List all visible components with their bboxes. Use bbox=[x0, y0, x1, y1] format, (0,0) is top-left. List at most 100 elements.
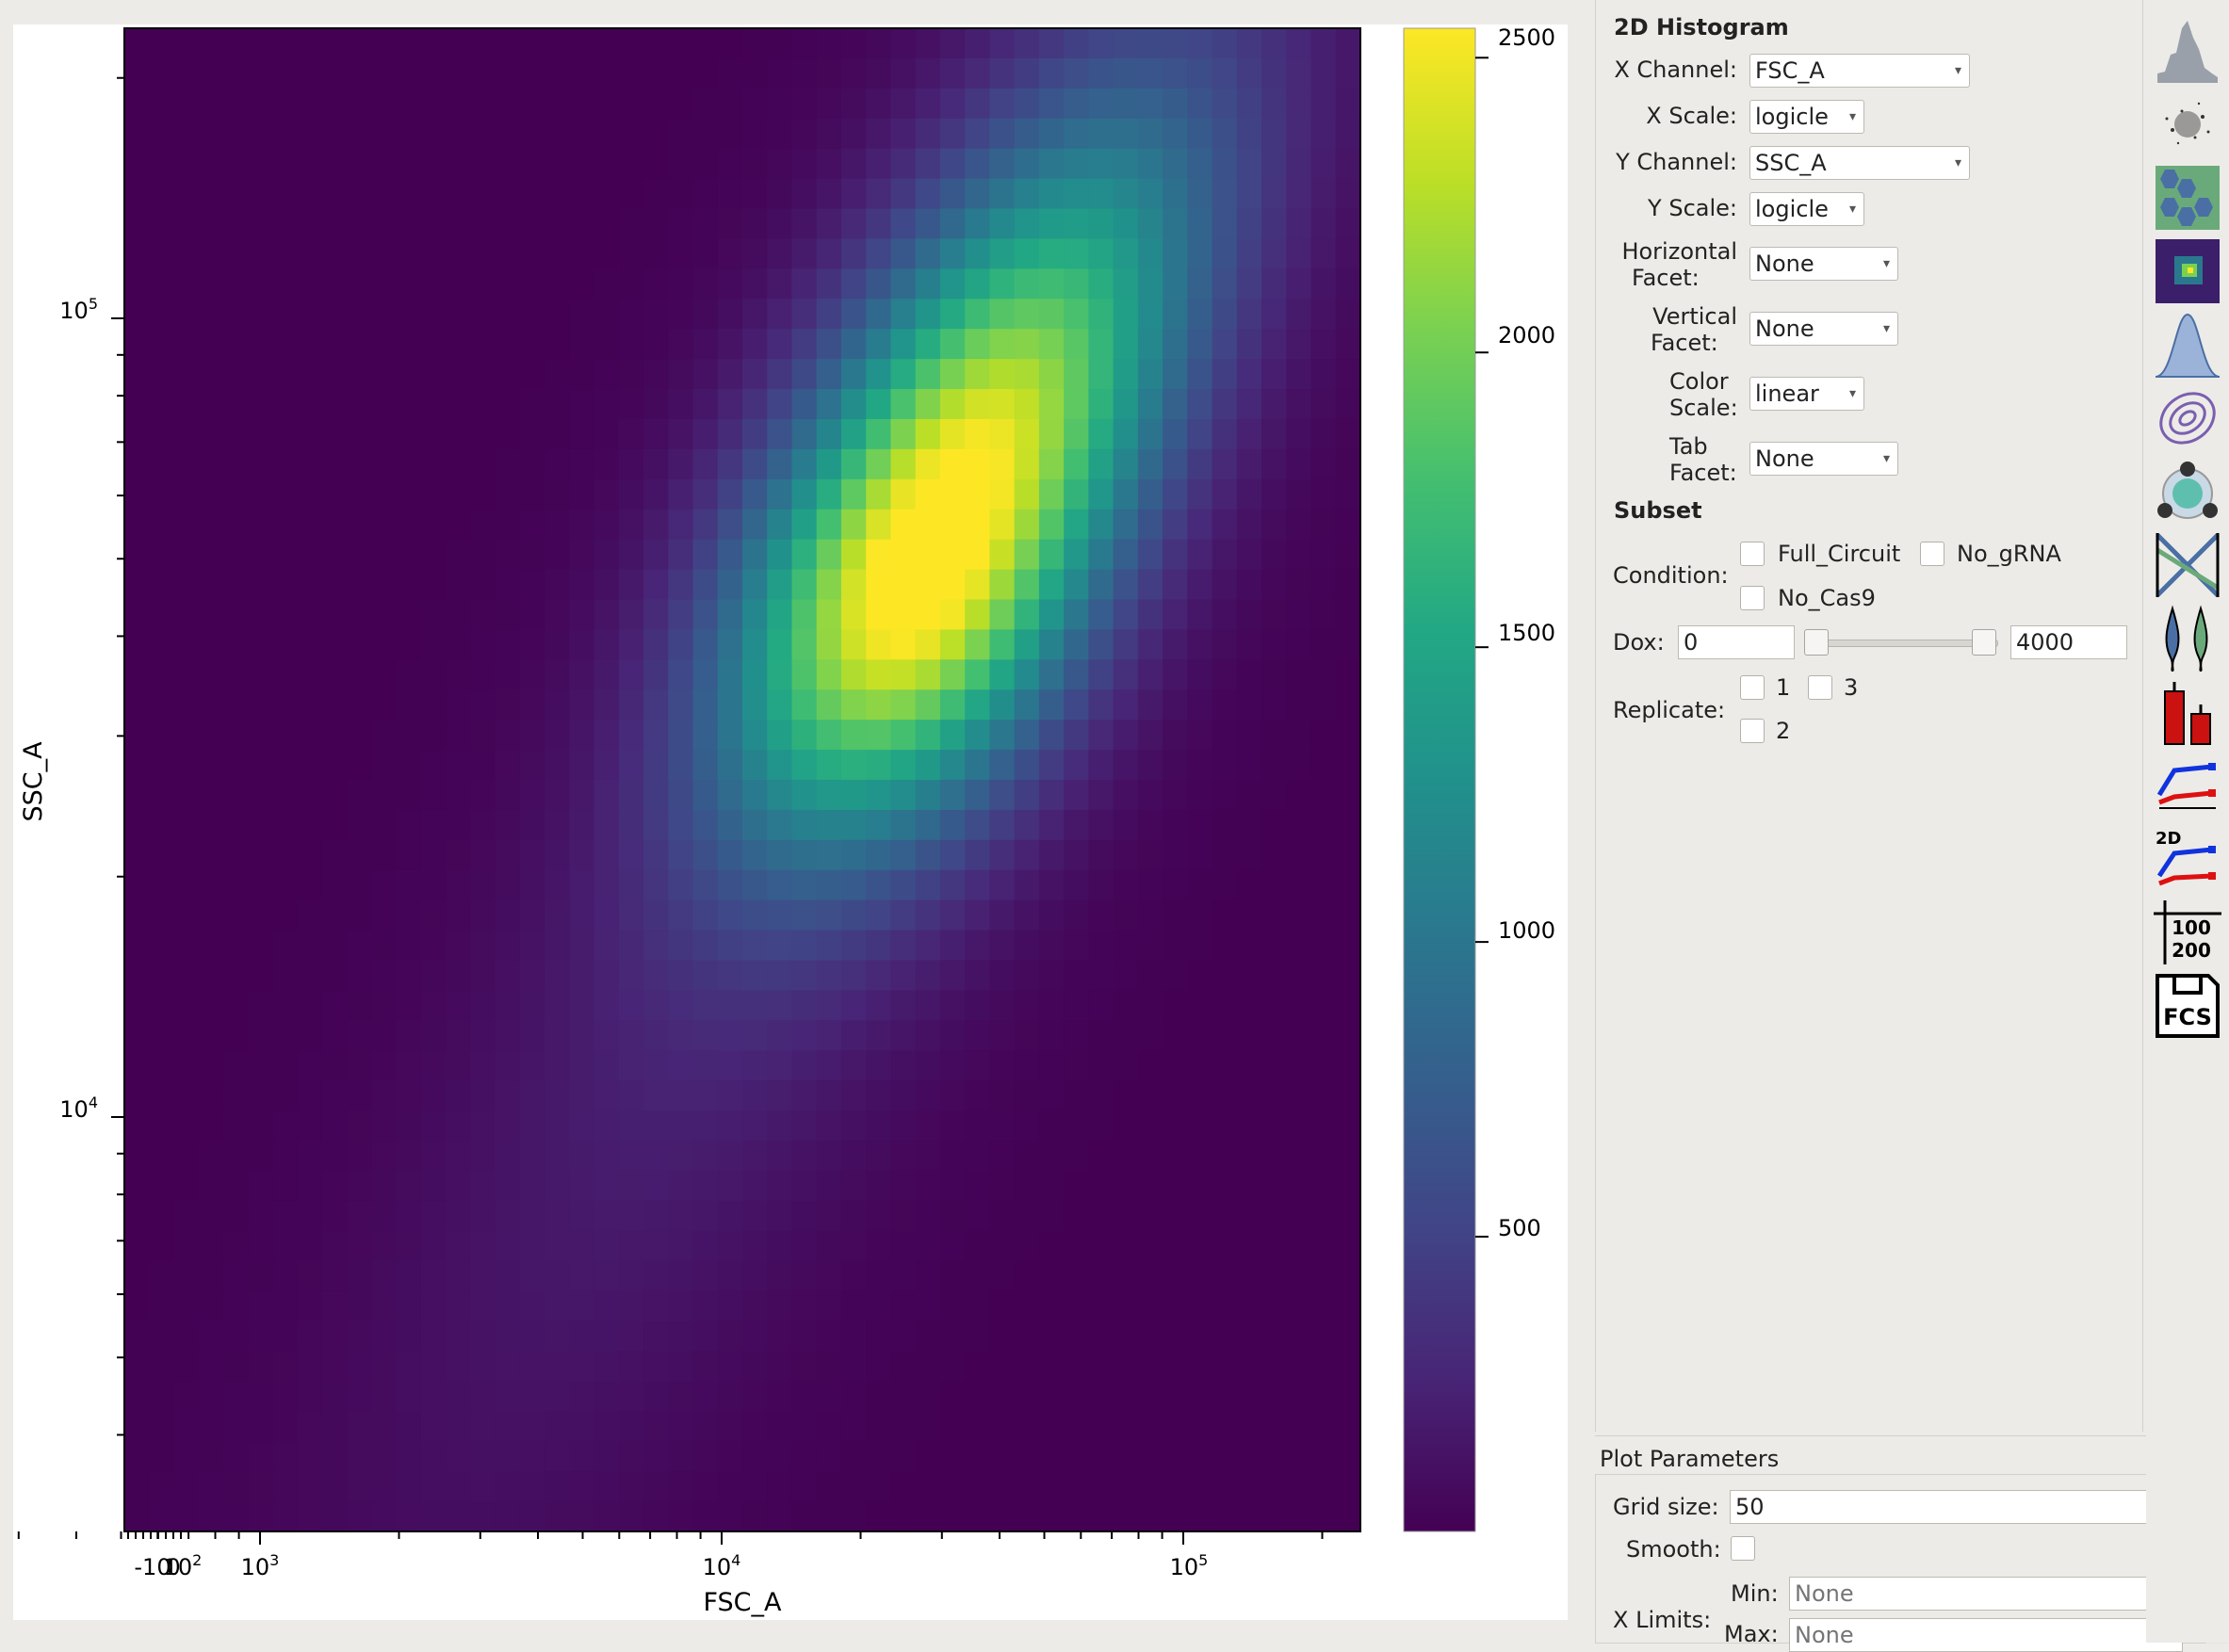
grid-size-input[interactable]: 50 bbox=[1730, 1490, 2182, 1524]
heatmap-cell bbox=[321, 299, 348, 330]
heatmap-cell bbox=[396, 28, 422, 59]
vertical-facet-select[interactable]: None ▾ bbox=[1749, 312, 1898, 346]
heatmap-cell bbox=[1038, 178, 1065, 210]
heatmap-cell bbox=[965, 1320, 990, 1352]
heatmap-cell bbox=[742, 1141, 768, 1172]
heatmap-cell bbox=[297, 720, 323, 751]
heatmap-cell bbox=[1038, 28, 1065, 59]
stats-1d-icon[interactable] bbox=[2154, 752, 2221, 819]
x-scale-label: X Scale: bbox=[1646, 103, 1737, 129]
x-scale-select[interactable]: logicle ▾ bbox=[1749, 100, 1864, 134]
parallel-coords-icon[interactable] bbox=[2154, 531, 2221, 599]
replicate-checkbox-2[interactable] bbox=[1740, 719, 1765, 743]
histogram-2d-icon[interactable] bbox=[2154, 237, 2221, 305]
heatmap-cell bbox=[643, 539, 669, 571]
heatmap-cell bbox=[742, 1441, 768, 1472]
heatmap-cell bbox=[1335, 118, 1361, 150]
heatmap-cell bbox=[915, 88, 941, 120]
heatmap-cell bbox=[545, 359, 570, 390]
heatmap-cell bbox=[816, 839, 842, 871]
bar-chart-icon[interactable] bbox=[2154, 678, 2221, 746]
heatmap-cell bbox=[124, 1260, 150, 1292]
heatmap-cell bbox=[198, 268, 224, 300]
heatmap-cell bbox=[1335, 750, 1361, 781]
heatmap-cell bbox=[1310, 1200, 1337, 1232]
heatmap-cell bbox=[1038, 689, 1065, 721]
heatmap-cell bbox=[866, 1381, 892, 1412]
kde-2d-icon[interactable] bbox=[2154, 384, 2221, 452]
heatmap-cell bbox=[124, 1351, 150, 1382]
heatmap-cell bbox=[742, 1320, 768, 1352]
heatmap-cell bbox=[1088, 448, 1114, 480]
heatmap-cell bbox=[965, 478, 990, 510]
dox-slider-min-handle[interactable] bbox=[1804, 629, 1829, 656]
stats-2d-icon[interactable]: 2D bbox=[2154, 825, 2221, 893]
heatmap-cell bbox=[569, 750, 595, 781]
heatmap-cell bbox=[396, 809, 422, 841]
heatmap-cell bbox=[321, 329, 348, 360]
condition-checkbox-full-circuit[interactable] bbox=[1740, 542, 1765, 566]
heatmap-cell bbox=[1113, 1351, 1139, 1382]
heatmap-cell bbox=[1212, 1200, 1238, 1232]
section-title-subset: Subset bbox=[1614, 497, 1702, 524]
heatmap-cell bbox=[1137, 1020, 1163, 1051]
tab-facet-select[interactable]: None ▾ bbox=[1749, 442, 1898, 476]
dox-range-slider[interactable] bbox=[1806, 640, 1998, 647]
dox-min-input[interactable]: 0 bbox=[1678, 625, 1795, 659]
dox-slider-max-handle[interactable] bbox=[1972, 629, 1996, 656]
y-channel-select[interactable]: SSC_A ▾ bbox=[1749, 146, 1970, 180]
heatmap-cell bbox=[767, 1170, 793, 1202]
heatmap-cell bbox=[569, 1170, 595, 1202]
histogram-icon[interactable] bbox=[2154, 17, 2221, 85]
heatmap-cell bbox=[569, 389, 595, 420]
table-icon[interactable]: 100 200 bbox=[2154, 899, 2221, 966]
heatmap-cell bbox=[767, 1320, 793, 1352]
heatmap-cell bbox=[396, 1501, 422, 1532]
heatmap-cell bbox=[149, 178, 175, 210]
heatmap-cell bbox=[1137, 1501, 1163, 1532]
heatmap-cell bbox=[371, 329, 398, 360]
heatmap-cell bbox=[1038, 539, 1065, 571]
heatmap-cell bbox=[272, 359, 299, 390]
heatmap-cell bbox=[1014, 359, 1040, 390]
heatmap-cell bbox=[470, 1411, 496, 1442]
heatmap-cell bbox=[1088, 780, 1114, 811]
heatmap-cell bbox=[124, 960, 150, 992]
export-fcs-icon[interactable]: FCS bbox=[2154, 972, 2221, 1040]
heatmap-cell bbox=[347, 329, 372, 360]
smooth-checkbox[interactable] bbox=[1731, 1536, 1755, 1561]
heatmap-cell bbox=[1038, 329, 1065, 360]
heatmap-cell bbox=[446, 899, 471, 931]
x-min-input[interactable] bbox=[1789, 1577, 2183, 1611]
heatmap-cell bbox=[1286, 1200, 1312, 1232]
dox-max-input[interactable]: 4000 bbox=[2010, 625, 2127, 659]
scatterplot-icon[interactable] bbox=[2154, 90, 2221, 158]
y-scale-select[interactable]: logicle ▾ bbox=[1749, 192, 1864, 226]
heatmap-cell bbox=[321, 1080, 348, 1111]
hexbin-icon[interactable] bbox=[2154, 164, 2221, 232]
heatmap-cell bbox=[618, 28, 644, 59]
violin-radviz-icon[interactable] bbox=[2154, 458, 2221, 526]
heatmap-cell bbox=[470, 1441, 496, 1472]
heatmap-cell bbox=[866, 569, 892, 601]
heatmap-cell bbox=[791, 88, 818, 120]
color-scale-select[interactable]: linear ▾ bbox=[1749, 377, 1864, 411]
heatmap-cell bbox=[396, 629, 422, 660]
heatmap-cell bbox=[1014, 629, 1040, 660]
heatmap-cell bbox=[1187, 148, 1213, 180]
heatmap-cell bbox=[965, 1230, 990, 1262]
violin-icon[interactable] bbox=[2154, 605, 2221, 672]
heatmap-cell bbox=[149, 1381, 175, 1412]
replicate-checkbox-1[interactable] bbox=[1740, 675, 1765, 700]
x-max-input[interactable] bbox=[1789, 1618, 2183, 1652]
condition-checkbox-no-grna[interactable] bbox=[1920, 542, 1944, 566]
x-channel-select[interactable]: FSC_A ▾ bbox=[1749, 54, 1970, 88]
horizontal-facet-select[interactable]: None ▾ bbox=[1749, 247, 1898, 281]
condition-checkbox-no-cas9[interactable] bbox=[1740, 586, 1765, 610]
heatmap-cell bbox=[791, 1141, 818, 1172]
heatmap-cell bbox=[396, 418, 422, 450]
heatmap-cell bbox=[545, 238, 570, 269]
replicate-checkbox-3[interactable] bbox=[1808, 675, 1832, 700]
kde-icon[interactable] bbox=[2154, 311, 2221, 379]
heatmap-cell bbox=[1286, 238, 1312, 269]
